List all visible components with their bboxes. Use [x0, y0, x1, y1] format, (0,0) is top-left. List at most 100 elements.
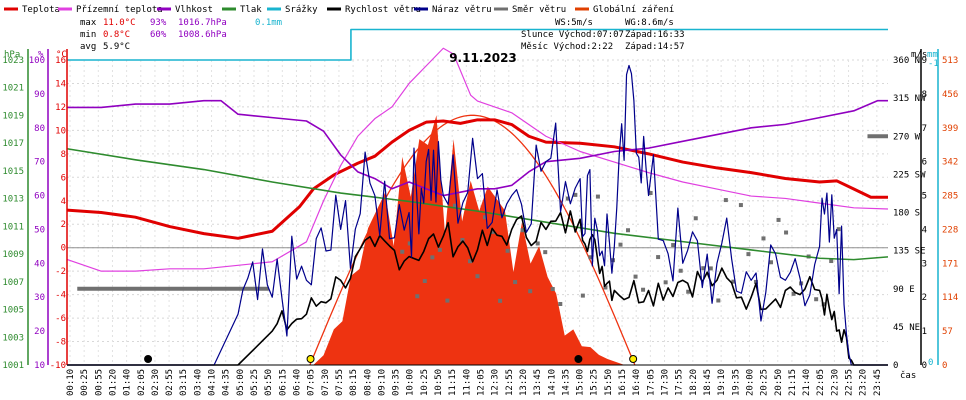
tick-wind: 7 [922, 124, 927, 134]
x-axis-label: čas [900, 370, 916, 381]
tick-x: 12:55 [505, 369, 515, 396]
series-line-Náraz větru [67, 64, 888, 366]
tick-direction: 360 N [893, 56, 920, 66]
series-line-Vlhkost [67, 99, 888, 197]
wind-direction-point [648, 191, 653, 196]
tick-mm: 0 [928, 358, 933, 368]
stat-sun: Slunce Východ:07:07 [521, 30, 624, 40]
tick-hpa: 1007 [2, 278, 24, 288]
tick-celsius: 12 [55, 103, 66, 113]
radiation-area-fill [313, 115, 625, 366]
wind-direction-points [77, 134, 888, 307]
wind-direction-point [407, 241, 412, 246]
tick-pct: 70 [34, 158, 45, 168]
series-line-Rychlost větru [67, 210, 888, 366]
tick-x: 17:55 [675, 369, 685, 396]
tick-hpa: 1005 [2, 306, 24, 316]
tick-x: 19:35 [731, 369, 741, 396]
wind-direction-point [513, 280, 518, 285]
tick-wind: 6 [922, 158, 927, 168]
stat-max-temp: 11.0°C [103, 18, 136, 28]
tick-x: 03:15 [179, 369, 189, 396]
wind-direction-point [776, 217, 781, 222]
tick-x: 07:55 [335, 369, 345, 396]
tick-x: 23:45 [873, 369, 883, 396]
legend-label: Přízemní teplota [76, 5, 163, 15]
tick-x: 00:25 [80, 369, 90, 396]
tick-wind: 9 [922, 56, 927, 66]
tick-x: 17:30 [661, 369, 671, 396]
wind-direction-point [791, 291, 796, 296]
series-line-Tlak [66, 147, 889, 261]
tick-radiation: 285 [942, 192, 958, 202]
tick-x: 17:05 [646, 369, 656, 396]
tick-x: 11:15 [448, 369, 458, 396]
tick-x: 02:30 [151, 369, 161, 396]
tick-wind: 2 [922, 293, 927, 303]
tick-direction: 0 [893, 361, 898, 371]
tick-x: 23:20 [859, 369, 869, 396]
tick-celsius: 16 [55, 56, 66, 66]
axis-unit-degc: °C [56, 50, 67, 60]
series-line-Přízemní teplota [66, 47, 889, 272]
tick-hpa: 1017 [2, 139, 24, 149]
tick-x: 13:20 [519, 369, 529, 396]
wind-direction-point [686, 289, 691, 294]
tick-x: 08:15 [349, 369, 359, 396]
tick-x: 16:15 [618, 369, 628, 396]
wind-direction-point [678, 268, 683, 273]
wind-direction-point [626, 228, 631, 233]
wind-direction-point [671, 243, 676, 248]
stat-max-press: 1016.7hPa [178, 18, 227, 28]
legend-label: Srážky [285, 5, 318, 15]
tick-x: 10:00 [406, 369, 416, 396]
tick-x: 15:50 [604, 369, 614, 396]
tick-x: 20:25 [760, 369, 770, 396]
legend-label: Vlhkost [175, 5, 213, 15]
wind-direction-point [498, 298, 503, 303]
stat-max-label: max [80, 18, 97, 28]
legend-label: Globální záření [593, 5, 674, 15]
legend-label: Náraz větru [432, 5, 492, 15]
tick-hpa: 1009 [2, 250, 24, 260]
tick-x: 05:00 [236, 369, 246, 396]
stat-avg-temp: 5.9°C [103, 42, 130, 52]
axis-unit-hpa: hPa [4, 50, 20, 60]
sunrise-marker [306, 355, 315, 363]
axes: 1023102110191017101510131011100910071005… [2, 49, 958, 396]
wind-direction-point [467, 259, 472, 264]
tick-x: 04:35 [222, 369, 232, 396]
wind-direction-point [475, 274, 480, 279]
tick-pct: 80 [34, 124, 45, 134]
wind-direction-point [520, 228, 525, 233]
wind-direction-point [738, 203, 743, 208]
axis-unit-ms: m/s [911, 50, 927, 60]
wind-direction-point [580, 293, 585, 298]
tick-pct: 10 [34, 361, 45, 371]
wind-direction-point [430, 255, 435, 260]
tick-celsius: 8 [61, 150, 66, 160]
wind-direction-point [641, 287, 646, 292]
tick-hpa: 1001 [2, 361, 24, 371]
tick-x: 21:15 [788, 369, 798, 396]
radiation-area [309, 114, 636, 366]
wind-direction-point [618, 242, 623, 247]
tick-x: 22:55 [845, 369, 855, 396]
wind-direction-point [437, 247, 442, 252]
wind-direction-point [543, 250, 548, 255]
moonset-marker [574, 355, 583, 363]
tick-x: 08:40 [363, 369, 373, 396]
tick-direction: 270 W [893, 132, 921, 142]
tick-radiation: 342 [942, 158, 958, 168]
tick-celsius: 4 [61, 197, 66, 207]
tick-celsius: 2 [61, 220, 66, 230]
axis-unit-mm: mm [927, 50, 938, 60]
tick-pct: 60 [34, 192, 45, 202]
wind-direction-point [769, 260, 774, 265]
wind-direction-point [746, 252, 751, 257]
wind-direction-point [821, 302, 826, 307]
tick-x: 12:30 [491, 369, 501, 396]
tick-direction: 315 NW [893, 94, 926, 104]
tick-hpa: 1021 [2, 84, 24, 94]
tick-direction: 135 SE [893, 247, 926, 257]
